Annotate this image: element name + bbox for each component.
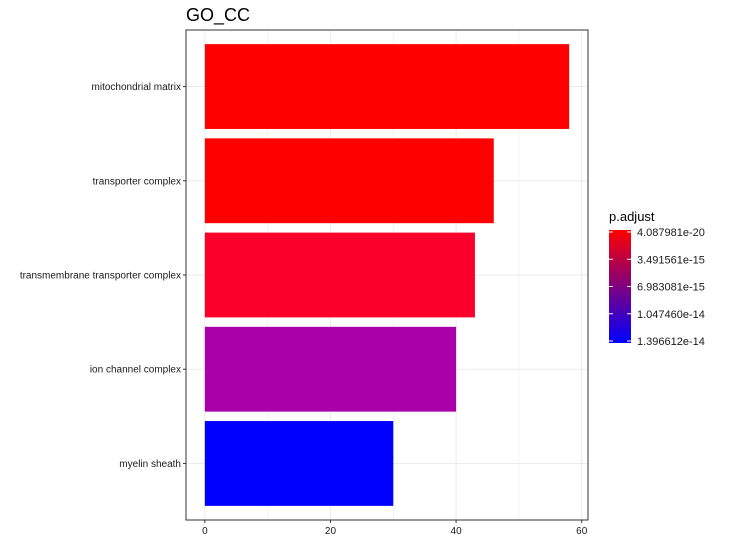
legend-label: 4.087981e-20 — [637, 227, 705, 239]
bar — [204, 232, 475, 318]
bar — [204, 421, 394, 506]
category-labels: mitochondrial matrix transporter complex t… — [20, 82, 186, 470]
x-axis-ticks: 0 20 40 60 — [202, 520, 588, 537]
category-label: transmembrane transporter complex — [20, 271, 181, 282]
legend: p.adjust 4.087981e-20 3.491561e-15 6.98308… — [609, 209, 705, 348]
legend-colorbar — [609, 230, 631, 343]
category-label: mitochondrial matrix — [92, 82, 181, 93]
legend-label: 3.491561e-15 — [637, 254, 705, 266]
chart-title: GO_CC — [186, 5, 250, 26]
category-label: ion channel complex — [90, 365, 181, 376]
category-label: transporter complex — [93, 176, 181, 187]
legend-title: p.adjust — [609, 209, 655, 224]
bar — [204, 44, 570, 129]
legend-ticks: 4.087981e-20 3.491561e-15 6.983081e-15 1.04… — [609, 227, 705, 348]
x-tick-label: 60 — [576, 526, 588, 537]
category-label: myelin sheath — [119, 459, 181, 470]
bars — [204, 44, 570, 506]
legend-label: 1.047460e-14 — [637, 309, 705, 321]
legend-label: 1.396612e-14 — [637, 336, 705, 348]
x-tick-label: 40 — [451, 526, 463, 537]
bar — [204, 326, 457, 412]
x-tick-label: 0 — [202, 526, 208, 537]
legend-label: 6.983081e-15 — [637, 282, 705, 294]
bar — [204, 138, 494, 224]
x-tick-label: 20 — [325, 526, 337, 537]
